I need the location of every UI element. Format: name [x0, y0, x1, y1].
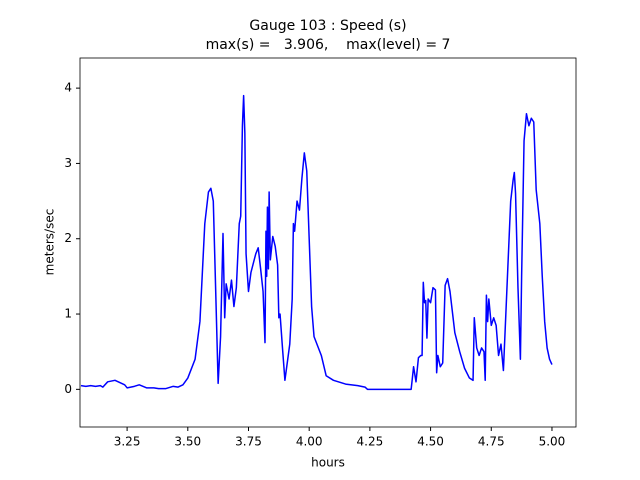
x-tick-label: 5.00	[539, 435, 566, 449]
plot-frame	[79, 57, 577, 428]
y-tick-label: 0	[64, 382, 72, 396]
x-tick-label: 3.75	[235, 435, 262, 449]
y-tick-label: 1	[64, 307, 72, 321]
x-tick-label: 4.25	[357, 435, 384, 449]
x-tick-label: 3.25	[114, 435, 141, 449]
y-tick-label: 3	[64, 156, 72, 170]
chart-title: Gauge 103 : Speed (s)	[249, 18, 406, 34]
chart-subtitle: max(s) = 3.906, max(level) = 7	[206, 37, 451, 53]
y-axis-label: meters/sec	[43, 209, 57, 276]
x-axis-label: hours	[311, 456, 345, 470]
data-line	[80, 94, 553, 391]
x-tick-label: 4.00	[296, 435, 323, 449]
x-tick-label: 4.75	[478, 435, 505, 449]
x-tick-label: 4.50	[417, 435, 444, 449]
y-tick-label: 4	[64, 81, 72, 95]
x-tick-label: 3.50	[174, 435, 201, 449]
y-tick-label: 2	[64, 231, 72, 245]
